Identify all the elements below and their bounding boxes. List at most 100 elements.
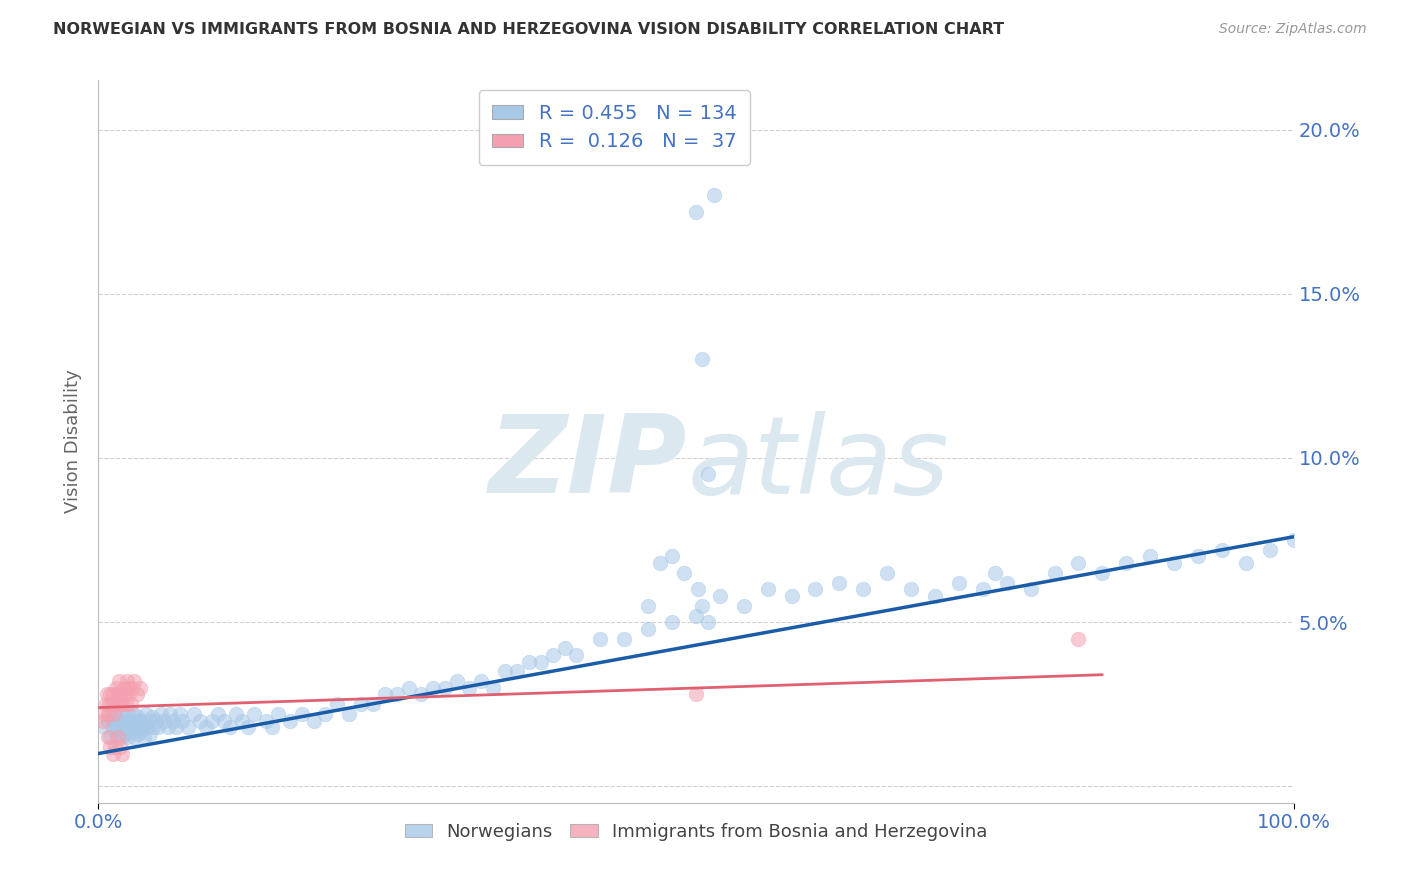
Text: NORWEGIAN VS IMMIGRANTS FROM BOSNIA AND HERZEGOVINA VISION DISABILITY CORRELATIO: NORWEGIAN VS IMMIGRANTS FROM BOSNIA AND … <box>53 22 1004 37</box>
Point <box>995 575 1018 590</box>
Y-axis label: Vision Disability: Vision Disability <box>63 369 82 514</box>
Point <box>110 687 132 701</box>
Point <box>1163 556 1185 570</box>
Point <box>165 720 187 734</box>
Point <box>494 665 516 679</box>
Point <box>91 714 114 728</box>
Point <box>1067 556 1090 570</box>
Point <box>135 707 157 722</box>
Point <box>101 720 124 734</box>
Point <box>127 710 149 724</box>
Point <box>115 698 138 712</box>
Point <box>110 717 132 731</box>
Point <box>422 681 444 695</box>
Point <box>115 720 138 734</box>
Point <box>260 720 283 734</box>
Point <box>148 720 170 734</box>
Point <box>108 698 131 712</box>
Point <box>1115 556 1137 570</box>
Point <box>159 707 181 722</box>
Point <box>541 648 564 662</box>
Point <box>1211 542 1233 557</box>
Point <box>96 687 118 701</box>
Point <box>127 727 149 741</box>
Point <box>900 582 922 597</box>
Point <box>112 720 135 734</box>
Point <box>780 589 803 603</box>
Point <box>124 720 146 734</box>
Point <box>661 549 683 564</box>
Point <box>703 188 725 202</box>
Point <box>93 707 115 722</box>
Point <box>172 714 194 728</box>
Point <box>97 730 120 744</box>
Point <box>131 723 153 738</box>
Point <box>97 714 120 728</box>
Point <box>111 730 134 744</box>
Point <box>118 687 141 701</box>
Point <box>120 714 142 728</box>
Point <box>278 714 301 728</box>
Point <box>685 687 707 701</box>
Point <box>129 714 152 728</box>
Text: atlas: atlas <box>688 410 949 516</box>
Point <box>291 707 314 722</box>
Point <box>212 714 235 728</box>
Point <box>302 714 325 728</box>
Point <box>1067 632 1090 646</box>
Point <box>637 599 659 613</box>
Point <box>107 674 129 689</box>
Point <box>131 717 153 731</box>
Point <box>685 608 707 623</box>
Point <box>98 707 122 722</box>
Point <box>1282 533 1305 547</box>
Point <box>124 730 146 744</box>
Point <box>236 720 259 734</box>
Point <box>103 707 125 722</box>
Point <box>132 730 155 744</box>
Point <box>120 698 142 712</box>
Point <box>101 687 124 701</box>
Point <box>385 687 409 701</box>
Point <box>121 723 143 738</box>
Point <box>1019 582 1042 597</box>
Point <box>98 739 122 754</box>
Point <box>162 714 184 728</box>
Point <box>122 717 145 731</box>
Point <box>107 714 129 728</box>
Point <box>506 665 529 679</box>
Point <box>104 739 127 754</box>
Point <box>129 681 152 695</box>
Point <box>648 556 672 570</box>
Point <box>115 714 138 728</box>
Point <box>153 714 176 728</box>
Point <box>1234 556 1257 570</box>
Point <box>121 681 143 695</box>
Point <box>565 648 588 662</box>
Point <box>107 720 129 734</box>
Point <box>201 714 224 728</box>
Point <box>554 641 576 656</box>
Point <box>517 655 540 669</box>
Point <box>93 720 115 734</box>
Point <box>142 720 165 734</box>
Point <box>100 698 122 712</box>
Point <box>141 710 163 724</box>
Point <box>458 681 481 695</box>
Point <box>637 622 659 636</box>
Point <box>697 615 720 630</box>
Point <box>117 707 139 722</box>
Point <box>756 582 779 597</box>
Point <box>111 698 134 712</box>
Point <box>108 739 131 754</box>
Point <box>117 681 139 695</box>
Point <box>108 723 131 738</box>
Point <box>112 681 135 695</box>
Point <box>231 714 253 728</box>
Point <box>183 707 205 722</box>
Point <box>219 720 242 734</box>
Point <box>98 698 121 712</box>
Point <box>876 566 898 580</box>
Point <box>105 681 128 695</box>
Point <box>195 720 218 734</box>
